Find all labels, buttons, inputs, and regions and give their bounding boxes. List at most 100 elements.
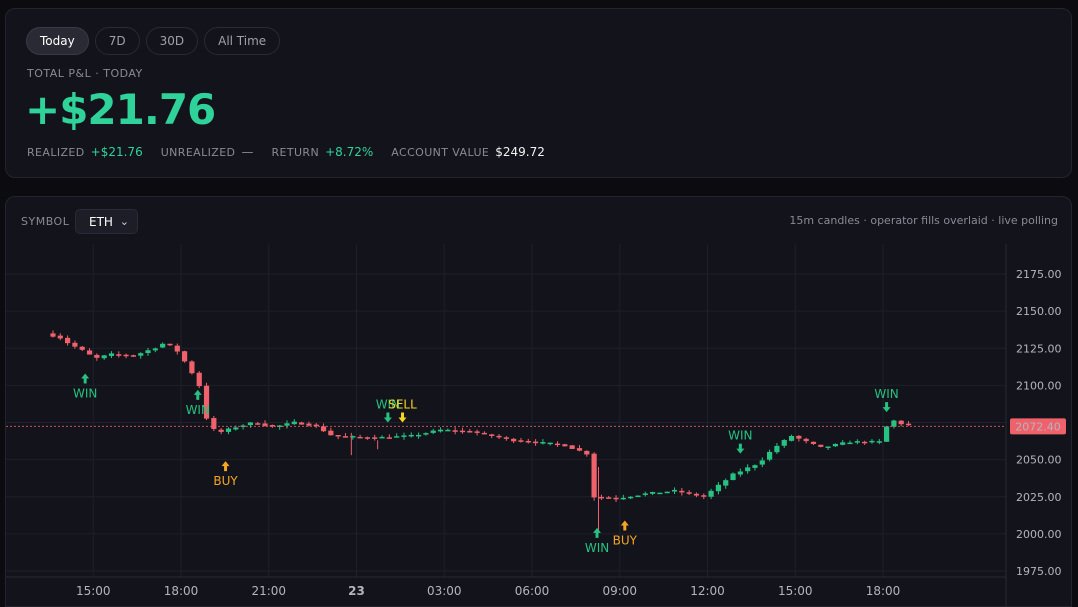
candle	[825, 446, 831, 451]
candle	[277, 425, 283, 430]
candle	[876, 438, 882, 445]
tab-7d[interactable]: 7D	[94, 27, 140, 55]
candle	[65, 335, 71, 346]
candle	[430, 428, 436, 435]
candle	[869, 439, 875, 444]
candle-body	[342, 436, 349, 438]
candle-body	[891, 420, 897, 427]
candle-body	[50, 333, 56, 337]
candle-body	[196, 372, 202, 387]
y-tick-label: 1975.00	[1016, 565, 1062, 578]
candle	[182, 350, 188, 363]
candle	[686, 490, 692, 496]
candle	[452, 427, 458, 435]
candle	[203, 382, 210, 421]
candle	[737, 468, 743, 477]
tab-today[interactable]: Today	[26, 27, 89, 55]
candle	[671, 487, 678, 495]
chart-note: 15m candles · operator fills overlaid · …	[789, 214, 1058, 227]
candle-body	[518, 440, 524, 442]
candle-body	[781, 440, 787, 446]
realized-label: REALIZED	[27, 145, 85, 159]
x-tick-label: 12:00	[690, 584, 725, 598]
candle	[467, 428, 473, 433]
candle	[416, 432, 422, 439]
candle	[116, 351, 122, 358]
candle	[628, 496, 634, 500]
candle	[489, 433, 495, 439]
candle-body	[671, 489, 678, 492]
symbol-select[interactable]: ETH ⌄	[75, 209, 138, 234]
candle	[459, 427, 466, 434]
candle-body	[825, 446, 831, 448]
candle-body	[664, 491, 670, 494]
candle-body	[459, 430, 466, 433]
candle-body	[620, 497, 626, 500]
candle-body	[182, 351, 188, 362]
fill-marker-win: WIN	[376, 398, 400, 423]
x-tick-label: 03:00	[427, 584, 462, 598]
win-marker-label: WIN	[73, 386, 97, 400]
candle	[554, 441, 561, 447]
candle	[759, 457, 765, 468]
candle-body	[79, 346, 85, 350]
win-marker-label: WIN	[186, 403, 210, 417]
tab-30d[interactable]: 30D	[145, 27, 199, 55]
candle-body	[679, 490, 685, 493]
candle	[123, 353, 129, 359]
x-tick-label: 15:00	[76, 584, 111, 598]
candle-body	[898, 420, 904, 425]
candle-body	[693, 493, 700, 496]
realized-value: +$21.76	[90, 145, 143, 159]
fill-marker-win: WIN	[585, 527, 609, 555]
candle	[247, 422, 254, 428]
pnl-summary-card: Today 7D 30D All Time TOTAL P&L · TODAY …	[5, 8, 1072, 178]
candle	[723, 478, 729, 489]
y-tick-label: 2175.00	[1016, 268, 1062, 281]
candle-body	[437, 429, 444, 432]
candle-body	[503, 437, 509, 439]
candle	[693, 492, 700, 498]
candle-body	[174, 345, 180, 352]
candle	[145, 347, 151, 356]
candle	[299, 421, 305, 425]
candle-body	[430, 430, 436, 433]
candlestick-chart[interactable]: 2175.002150.002125.002100.002075.002050.…	[6, 244, 1072, 607]
candle	[269, 424, 275, 428]
y-tick-label: 2000.00	[1016, 528, 1062, 541]
candle	[218, 428, 224, 435]
candle-body	[905, 423, 912, 426]
candle-body	[686, 492, 692, 494]
candle-body	[299, 422, 305, 425]
candle	[767, 449, 773, 462]
candle-body	[737, 471, 743, 475]
candle-body	[862, 441, 868, 444]
candle	[357, 434, 363, 439]
symbol-label: SYMBOL	[21, 215, 70, 228]
candle-body	[138, 353, 144, 356]
fill-marker-win: WIN	[728, 429, 753, 454]
x-tick-label: 21:00	[251, 584, 286, 598]
candle	[657, 492, 663, 495]
tab-all-time[interactable]: All Time	[204, 27, 281, 55]
candle-body	[167, 343, 173, 346]
candle	[350, 435, 356, 440]
candle	[635, 495, 641, 498]
candle	[642, 491, 648, 497]
fill-marker-buy: BUY	[213, 461, 238, 488]
candle	[715, 482, 722, 495]
candle	[598, 494, 605, 501]
candle-body	[189, 361, 195, 374]
candle	[525, 438, 531, 444]
candle-body	[752, 465, 758, 468]
candle-body	[642, 493, 648, 495]
candle-body	[394, 436, 400, 438]
candle	[211, 415, 217, 432]
candle	[437, 427, 444, 433]
fill-marker-buy: BUY	[613, 520, 638, 548]
candle-body	[86, 350, 93, 355]
buy-marker-label: BUY	[213, 474, 238, 488]
candle-body	[101, 355, 107, 359]
win-arrow-down-icon	[383, 412, 392, 423]
candle	[884, 426, 890, 442]
